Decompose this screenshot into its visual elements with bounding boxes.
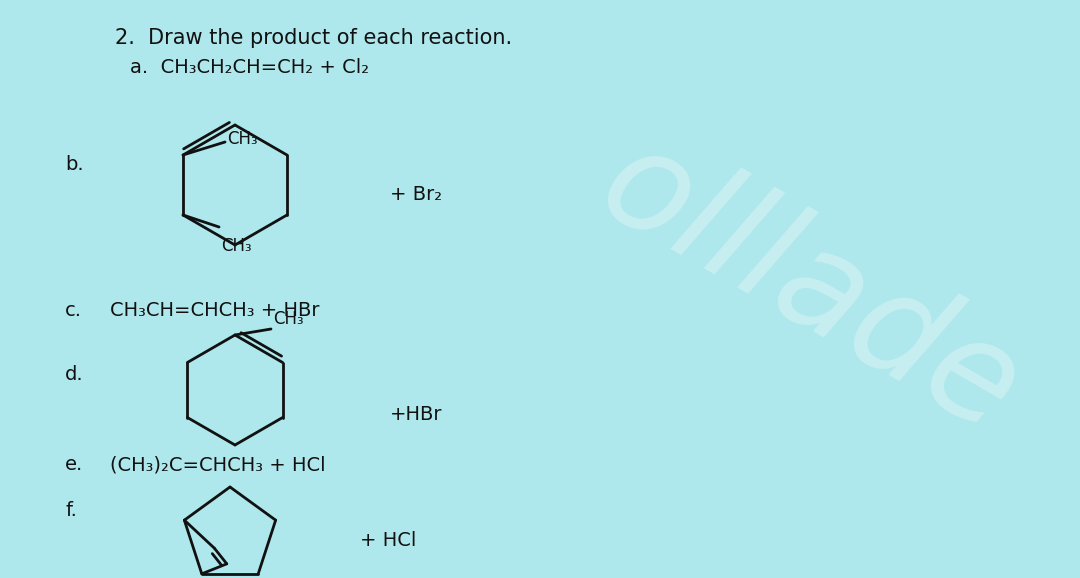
Text: 2.  Draw the product of each reaction.: 2. Draw the product of each reaction. [114, 28, 512, 48]
Text: b.: b. [65, 155, 83, 175]
Text: c.: c. [65, 301, 82, 320]
Text: CH₃: CH₃ [273, 310, 303, 328]
Text: d.: d. [65, 365, 83, 384]
Text: e.: e. [65, 455, 83, 475]
Text: a.  CH₃CH₂CH=CH₂ + Cl₂: a. CH₃CH₂CH=CH₂ + Cl₂ [130, 58, 369, 77]
Text: + Br₂: + Br₂ [390, 186, 442, 205]
Text: + HCl: + HCl [360, 531, 417, 550]
Text: CH₃CH=CHCH₃ + HBr: CH₃CH=CHCH₃ + HBr [110, 301, 320, 320]
Text: olllade: olllade [577, 116, 1043, 462]
Text: (CH₃)₂C=CHCH₃ + HCl: (CH₃)₂C=CHCH₃ + HCl [110, 455, 326, 475]
Text: +HBr: +HBr [390, 406, 443, 424]
Text: CH₃: CH₃ [221, 237, 252, 255]
Text: f.: f. [65, 501, 77, 520]
Text: CH₃: CH₃ [227, 130, 258, 148]
